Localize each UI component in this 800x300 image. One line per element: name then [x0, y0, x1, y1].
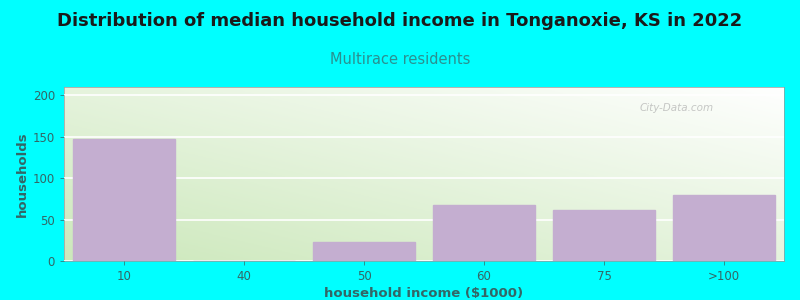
Text: City-Data.com: City-Data.com — [640, 103, 714, 113]
Text: Multirace residents: Multirace residents — [330, 52, 470, 68]
Text: Distribution of median household income in Tonganoxie, KS in 2022: Distribution of median household income … — [58, 12, 742, 30]
Bar — [313, 242, 415, 261]
Bar — [553, 210, 655, 261]
Bar — [73, 139, 175, 261]
Y-axis label: households: households — [15, 131, 29, 217]
Bar — [433, 206, 535, 261]
X-axis label: household income ($1000): household income ($1000) — [325, 287, 523, 300]
Bar — [673, 195, 775, 261]
